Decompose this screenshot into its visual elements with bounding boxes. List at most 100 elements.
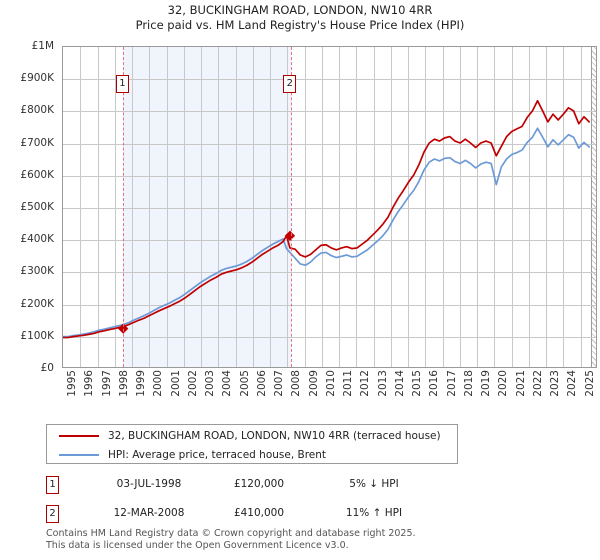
y-axis-tick-label: £100K — [20, 329, 54, 342]
gridline-vertical — [390, 47, 392, 367]
chart-title-block: 32, BUCKINGHAM ROAD, LONDON, NW10 4RR Pr… — [0, 3, 600, 33]
footer-line-2: This data is licensed under the Open Gov… — [46, 539, 349, 551]
x-axis-tick-label: 2007 — [273, 370, 286, 397]
gridline-horizontal — [63, 272, 596, 274]
y-axis-tick-label: £600K — [20, 168, 54, 181]
event-dashed-line — [123, 47, 125, 367]
gridline-horizontal — [63, 175, 596, 177]
y-axis-tick-label: £300K — [20, 265, 54, 278]
price-paid-marker-icon[interactable] — [117, 323, 129, 334]
x-axis-tick-label: 2004 — [221, 370, 234, 397]
footer-line-1: Contains HM Land Registry data © Crown c… — [46, 528, 416, 539]
legend-label-hpi: HPI: Average price, terraced house, Bren… — [108, 448, 327, 461]
gridline-vertical — [494, 47, 496, 367]
x-axis-tick-label: 2006 — [255, 370, 268, 397]
footer-attribution: Contains HM Land Registry data © Crown c… — [46, 528, 566, 551]
gridline-vertical — [528, 47, 530, 367]
gridline-vertical — [80, 47, 82, 367]
y-axis-tick-label: £700K — [20, 136, 54, 149]
gridline-vertical — [563, 47, 565, 367]
x-axis-tick-label: 2009 — [307, 370, 320, 397]
x-axis-tick-label: 2001 — [169, 370, 182, 397]
gridline-vertical — [511, 47, 513, 367]
x-axis-tick-label: 2002 — [186, 370, 199, 397]
x-axis-tick-label: 2022 — [531, 370, 544, 397]
gridline-vertical — [356, 47, 358, 367]
x-axis-tick-label: 1995 — [66, 370, 78, 397]
gridline-vertical — [580, 47, 582, 367]
x-axis-labels: 1995 1996 1997 1998 1999 2000 2001 2002 2003 2004… — [62, 370, 597, 416]
legend-label-price-paid: 32, BUCKINGHAM ROAD, LONDON, NW10 4RR (t… — [108, 429, 441, 442]
legend-swatch-red-icon — [59, 434, 99, 437]
gridline-vertical — [218, 47, 220, 367]
transaction-marker-badge: 1 — [46, 476, 59, 494]
gridline-vertical — [270, 47, 272, 367]
gridline-vertical — [252, 47, 254, 367]
gridline-vertical — [442, 47, 444, 367]
gridline-horizontal — [63, 143, 596, 145]
gridline-horizontal — [63, 208, 596, 209]
gridline-vertical — [304, 47, 306, 367]
gridline-vertical — [97, 47, 99, 367]
transaction-price: £410,000 — [233, 507, 285, 519]
x-axis-tick-label: 2025 — [583, 370, 596, 397]
x-axis-tick-label: 2012 — [359, 370, 372, 397]
gridline-vertical — [201, 47, 203, 367]
y-axis-labels: £0 £100K £200K £300K £400K £500K £600K £700K £80… — [0, 40, 58, 374]
gridline-horizontal — [63, 79, 596, 81]
gridline-vertical — [459, 47, 461, 367]
x-axis-tick-label: 1998 — [117, 370, 130, 397]
x-axis-tick-label: 2010 — [324, 370, 337, 397]
x-axis-tick-label: 2021 — [514, 370, 527, 397]
x-axis-tick-label: 2019 — [480, 370, 493, 397]
gridline-vertical — [408, 47, 410, 367]
x-axis-tick-label: 2000 — [152, 370, 165, 397]
transaction-price: £120,000 — [233, 478, 285, 490]
y-axis-tick-label: £1M — [31, 40, 54, 52]
series-line — [63, 127, 590, 338]
transaction-marker-badge: 2 — [46, 505, 59, 523]
chart-event-badge[interactable]: 1 — [115, 75, 129, 93]
y-axis-tick-label: £800K — [20, 104, 54, 117]
gridline-vertical — [235, 47, 237, 367]
gridline-horizontal — [63, 304, 596, 306]
transaction-date: 12-MAR-2008 — [113, 507, 185, 519]
x-axis-tick-label: 2016 — [428, 370, 441, 397]
gridline-vertical — [373, 47, 375, 367]
x-axis-tick-label: 2008 — [290, 370, 303, 397]
transaction-hpi-delta: 11% ↑ HPI — [345, 507, 403, 519]
gridline-horizontal — [63, 240, 596, 242]
x-axis-tick-label: 2015 — [411, 370, 424, 397]
y-axis-tick-label: £200K — [20, 297, 54, 310]
gridline-horizontal — [63, 336, 596, 338]
x-axis-tick-label: 2011 — [342, 370, 355, 397]
y-axis-tick-label: £500K — [20, 201, 54, 213]
x-axis-tick-label: 2018 — [462, 370, 475, 397]
gridline-vertical — [166, 47, 168, 367]
page-subtitle: Price paid vs. HM Land Registry's House … — [135, 18, 465, 32]
x-axis-tick-label: 2024 — [566, 370, 579, 397]
x-axis-tick-label: 2003 — [204, 370, 217, 397]
event-dashed-line — [290, 47, 292, 367]
x-axis-tick-label: 2023 — [549, 370, 562, 397]
gridline-vertical — [114, 47, 116, 367]
gridline-vertical — [287, 47, 289, 367]
legend-item-hpi: HPI: Average price, terraced house, Bren… — [47, 445, 457, 464]
gridline-vertical — [183, 47, 185, 367]
y-axis-tick-label: £0 — [40, 362, 54, 374]
gridline-horizontal — [63, 111, 596, 113]
gridline-vertical — [546, 47, 548, 367]
x-axis-tick-label: 1999 — [135, 370, 148, 397]
y-axis-tick-label: £400K — [20, 233, 54, 246]
x-axis-tick-label: 1996 — [83, 370, 96, 397]
chart-event-badge[interactable]: 2 — [283, 75, 297, 93]
gridline-vertical — [149, 47, 151, 367]
series-line — [63, 99, 590, 339]
page-title: 32, BUCKINGHAM ROAD, LONDON, NW10 4RR — [167, 3, 433, 17]
chart-series-layer — [63, 99, 590, 339]
future-projection-band — [591, 47, 596, 367]
x-axis-tick-label: 2020 — [497, 370, 510, 397]
gridline-vertical — [132, 47, 134, 367]
gridline-vertical — [425, 47, 427, 367]
transaction-date: 03-JUL-1998 — [116, 478, 182, 490]
